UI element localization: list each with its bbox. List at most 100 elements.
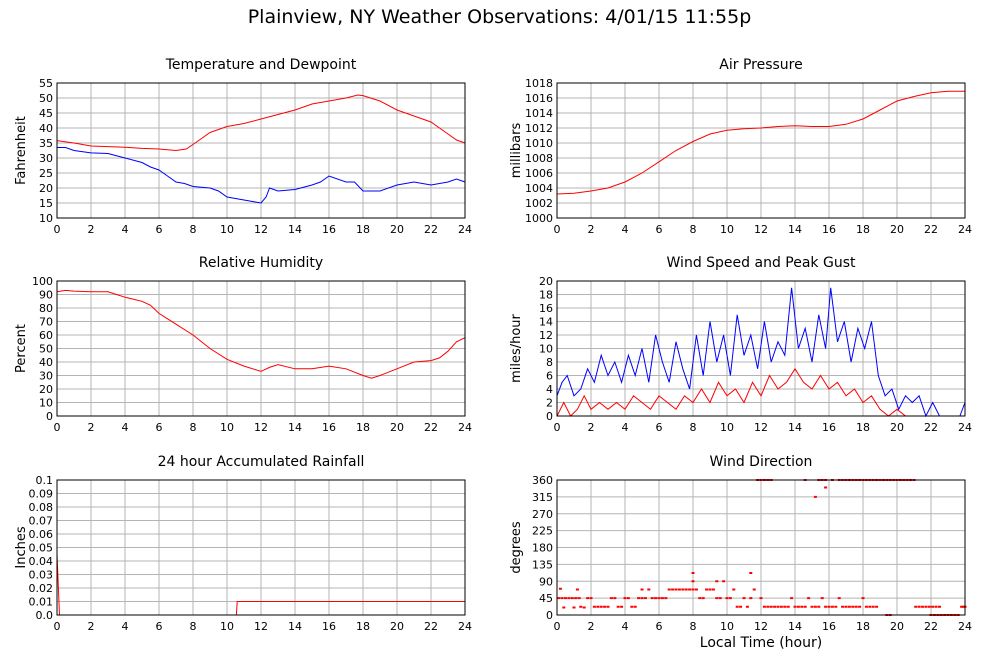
x-tick-label: 12 [754,620,768,633]
x-tick-label: 10 [720,421,734,434]
data-point [557,597,561,600]
y-tick-label: 0.02 [29,582,54,595]
data-point [599,605,603,608]
data-point [562,606,566,609]
data-point [800,605,804,608]
data-point [776,605,780,608]
data-point [626,597,630,600]
y-axis-label: Inches [14,526,29,568]
y-tick-label: 1018 [525,77,553,90]
data-point [596,605,600,608]
chart-title: 24 hour Accumulated Rainfall [158,454,365,470]
y-tick-label: 360 [532,474,553,487]
x-tick-label: 4 [122,223,129,236]
y-tick-label: 70 [39,316,53,329]
x-tick-label: 12 [254,223,268,236]
plot-frame [556,280,966,417]
data-point [681,588,685,591]
data-point [875,605,879,608]
y-axis-label: millibars [509,123,524,179]
chart-title: Wind Speed and Peak Gust [667,255,856,271]
data-point [820,597,824,600]
y-tick-label: 30 [39,370,53,383]
y-axis-label: degrees [509,521,524,574]
data-point [560,597,564,600]
data-point [592,605,596,608]
y-tick-label: 1016 [525,92,553,105]
x-tick-label: 4 [122,620,129,633]
x-tick-label: 8 [690,620,697,633]
data-point [650,597,654,600]
y-tick-label: 0.07 [29,515,54,528]
data-point [688,588,692,591]
y-tick-label: 14 [539,316,553,329]
x-tick-label: 20 [890,421,904,434]
data-point [745,605,749,608]
y-tick-label: 1000 [525,212,553,225]
x-tick-label: 14 [288,620,302,633]
x-tick-label: 22 [424,223,438,236]
y-tick-label: 55 [39,77,53,90]
chart-direction: 0 2 4 6 8 10 12 14 16 18 20 22 240459013518022527031… [509,454,972,633]
x-tick-label: 16 [322,223,336,236]
y-tick-label: 0.08 [29,501,54,514]
x-tick-label: 10 [220,421,234,434]
data-point [824,486,828,489]
y-tick-label: 0.06 [29,528,54,541]
data-point [934,605,938,608]
y-tick-label: 12 [539,329,553,342]
chart-humidity: 0 2 4 6 8 10 12 14 16 18 20 22 240102030405060708090… [14,255,472,434]
y-tick-label: 50 [39,92,53,105]
data-point [660,597,664,600]
data-point [657,597,661,600]
data-point [691,588,695,591]
data-point [606,605,610,608]
x-tick-label: 10 [720,223,734,236]
x-tick-label: 4 [622,421,629,434]
chart-wind: 0 2 4 6 8 10 12 14 16 18 20 22 2402468101214161820Wi… [509,255,972,434]
data-point [924,605,928,608]
data-point [664,597,668,600]
x-tick-label: 14 [788,620,802,633]
x-tick-label: 0 [54,223,61,236]
x-tick-label: 22 [924,421,938,434]
data-point [769,605,773,608]
data-point [861,597,865,600]
y-tick-label: 315 [532,491,553,504]
data-point [810,605,814,608]
data-point [824,605,828,608]
data-point [931,605,935,608]
y-tick-label: 25 [39,167,53,180]
plot-frame [556,479,966,616]
data-point [694,588,698,591]
data-point [654,597,658,600]
page-title: Plainview, NY Weather Observations: 4/01… [247,6,752,28]
x-tick-label: 0 [554,421,561,434]
x-tick-label: 2 [88,620,95,633]
x-tick-label: 4 [622,223,629,236]
x-tick-label: 8 [190,421,197,434]
x-tick-label: 6 [156,421,163,434]
chart-temp: 0 2 4 6 8 10 12 14 16 18 20 22 241015202530354045505… [14,57,472,236]
data-point [701,597,705,600]
x-tick-label: 20 [390,421,404,434]
data-point [739,605,743,608]
data-point [582,606,586,609]
x-tick-label: 10 [220,620,234,633]
series-line-1 [556,367,965,417]
x-tick-label: 22 [424,620,438,633]
chart-title: Relative Humidity [199,255,323,271]
data-point [960,605,964,608]
data-point [735,605,739,608]
y-tick-label: 0.01 [29,596,54,609]
data-point [854,605,858,608]
data-point [742,597,746,600]
plot-frame [56,280,466,417]
y-tick-label: 270 [532,508,553,521]
data-point [728,597,732,600]
series-line-0 [56,94,466,152]
y-axis-label: miles/hour [509,313,524,382]
data-point [749,597,753,600]
data-point [691,580,695,583]
data-point [684,588,688,591]
